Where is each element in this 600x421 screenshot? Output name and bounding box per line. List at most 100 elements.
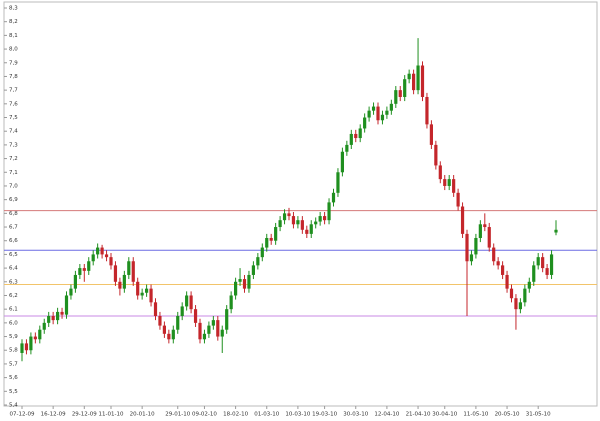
- candle-body: [260, 247, 264, 258]
- candle-body: [403, 79, 407, 97]
- candle-body: [278, 220, 282, 228]
- y-tick-label: 6,1: [9, 307, 18, 313]
- y-tick-label: 5,7: [9, 361, 18, 367]
- candle-body: [202, 333, 207, 340]
- candle-body: [193, 309, 198, 323]
- candle-body: [265, 237, 269, 248]
- candle-body: [64, 295, 69, 315]
- candle-body: [327, 202, 331, 221]
- candle-body: [171, 329, 175, 340]
- candle-body: [296, 220, 300, 225]
- x-tick-label: 18-02-10: [223, 412, 248, 418]
- candle-body: [91, 254, 95, 262]
- candle-body: [33, 336, 37, 340]
- candle-body: [140, 292, 144, 296]
- candle-body: [527, 281, 531, 289]
- candle-body: [314, 221, 318, 225]
- y-tick-label: 8,3: [9, 6, 18, 12]
- candle-body: [60, 311, 64, 315]
- candle-body: [47, 316, 51, 323]
- candle-body: [180, 306, 184, 317]
- y-tick-label: 6,5: [9, 252, 18, 258]
- candle-body: [367, 110, 371, 118]
- candle-body: [274, 227, 278, 241]
- candle-body: [238, 279, 242, 282]
- candle-body: [145, 288, 149, 293]
- candle-body: [340, 151, 344, 173]
- x-tick-label: 29-01-10: [165, 412, 190, 418]
- x-tick-label: 01-03-10: [254, 412, 279, 418]
- y-tick-label: 7,4: [9, 129, 18, 135]
- x-tick-label: 30-04-10: [432, 412, 457, 418]
- x-tick-label: 20-05-10: [495, 412, 520, 418]
- candle-body: [251, 265, 255, 275]
- x-tick-label: 12-04-10: [374, 412, 399, 418]
- candle-body: [376, 106, 380, 121]
- y-tick-label: 7,0: [9, 183, 18, 189]
- y-tick-label: 8,2: [9, 19, 18, 25]
- candle-body: [211, 320, 215, 326]
- y-tick-label: 6,9: [9, 197, 18, 203]
- y-tick-label: 5,5: [9, 389, 18, 395]
- candle-body: [349, 133, 353, 145]
- candle-body: [234, 281, 238, 296]
- candle-body: [38, 329, 42, 340]
- candle-body: [122, 274, 126, 289]
- y-tick-label: 6,2: [9, 293, 18, 299]
- x-tick-label: 30-03-10: [343, 412, 368, 418]
- y-tick-label: 7,1: [9, 170, 18, 176]
- candle-body: [501, 265, 505, 275]
- candle-body: [465, 233, 469, 262]
- x-tick-label: 21-04-10: [406, 412, 431, 418]
- candle-body: [109, 257, 113, 266]
- candle-body: [220, 329, 224, 337]
- candle-body: [496, 261, 500, 266]
- x-tick-label: 10-03-10: [285, 412, 310, 418]
- y-tick-label: 8,1: [9, 33, 18, 39]
- candle-body: [331, 192, 336, 203]
- candle-body: [336, 172, 340, 193]
- candle-body: [541, 257, 545, 269]
- candle-body: [167, 333, 171, 340]
- candle-body: [523, 288, 527, 303]
- candle-body: [216, 320, 220, 337]
- candle-body: [345, 144, 349, 152]
- candle-body: [452, 179, 456, 193]
- y-tick-label: 5,4: [9, 403, 18, 409]
- candle-body: [483, 224, 487, 228]
- candle-body: [363, 117, 367, 129]
- candle-body: [554, 229, 558, 233]
- candle-body: [305, 229, 309, 234]
- y-tick-label: 5,8: [9, 348, 18, 354]
- y-tick-label: 7,6: [9, 101, 18, 107]
- candle-body: [69, 288, 73, 296]
- candle-body: [407, 73, 411, 80]
- candle-body: [460, 206, 465, 234]
- candle-body: [29, 336, 33, 351]
- x-tick-label: 20-01-10: [130, 412, 155, 418]
- candle-body: [207, 325, 211, 334]
- candle-body: [73, 274, 77, 289]
- candle-body: [371, 106, 376, 111]
- y-tick-label: 6,7: [9, 225, 18, 231]
- candle-body: [256, 257, 260, 266]
- candle-body: [149, 288, 153, 303]
- candle-body: [113, 265, 118, 282]
- candle-body: [509, 288, 514, 299]
- candle-body: [438, 165, 442, 180]
- candle-body: [416, 65, 420, 91]
- x-tick-label: 07-12-09: [10, 412, 35, 418]
- y-tick-label: 6,3: [9, 279, 18, 285]
- candle-body: [434, 144, 438, 166]
- candle-body: [136, 281, 140, 296]
- candle-body: [225, 309, 229, 330]
- candle-body: [247, 274, 251, 289]
- candle-body: [380, 114, 385, 121]
- candle-body: [532, 265, 536, 282]
- candle-body: [389, 103, 393, 111]
- candle-body: [425, 96, 429, 125]
- y-tick-label: 7,9: [9, 60, 18, 66]
- candle-body: [78, 268, 82, 275]
- candle-body: [469, 254, 474, 262]
